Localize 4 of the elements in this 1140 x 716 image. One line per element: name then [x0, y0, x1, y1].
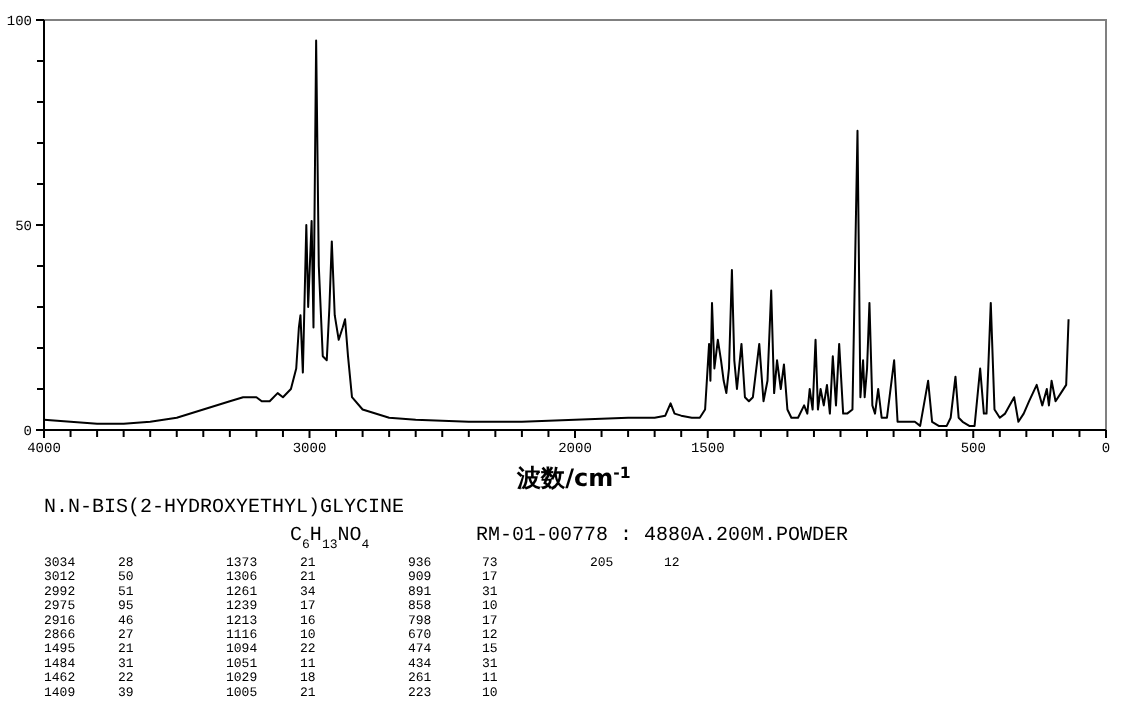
text: C$_{6}$H$_{13}$NO$_{4}$ [290, 526, 370, 551]
x-axis-title: 波数/cm$^{-1}$ [515, 463, 631, 492]
text: RM-01-00778 : 4880A.200M.POWDER [476, 526, 849, 548]
text: N.N-BIS(2-HYDROXYETHYL)GLYCINE [44, 496, 405, 520]
